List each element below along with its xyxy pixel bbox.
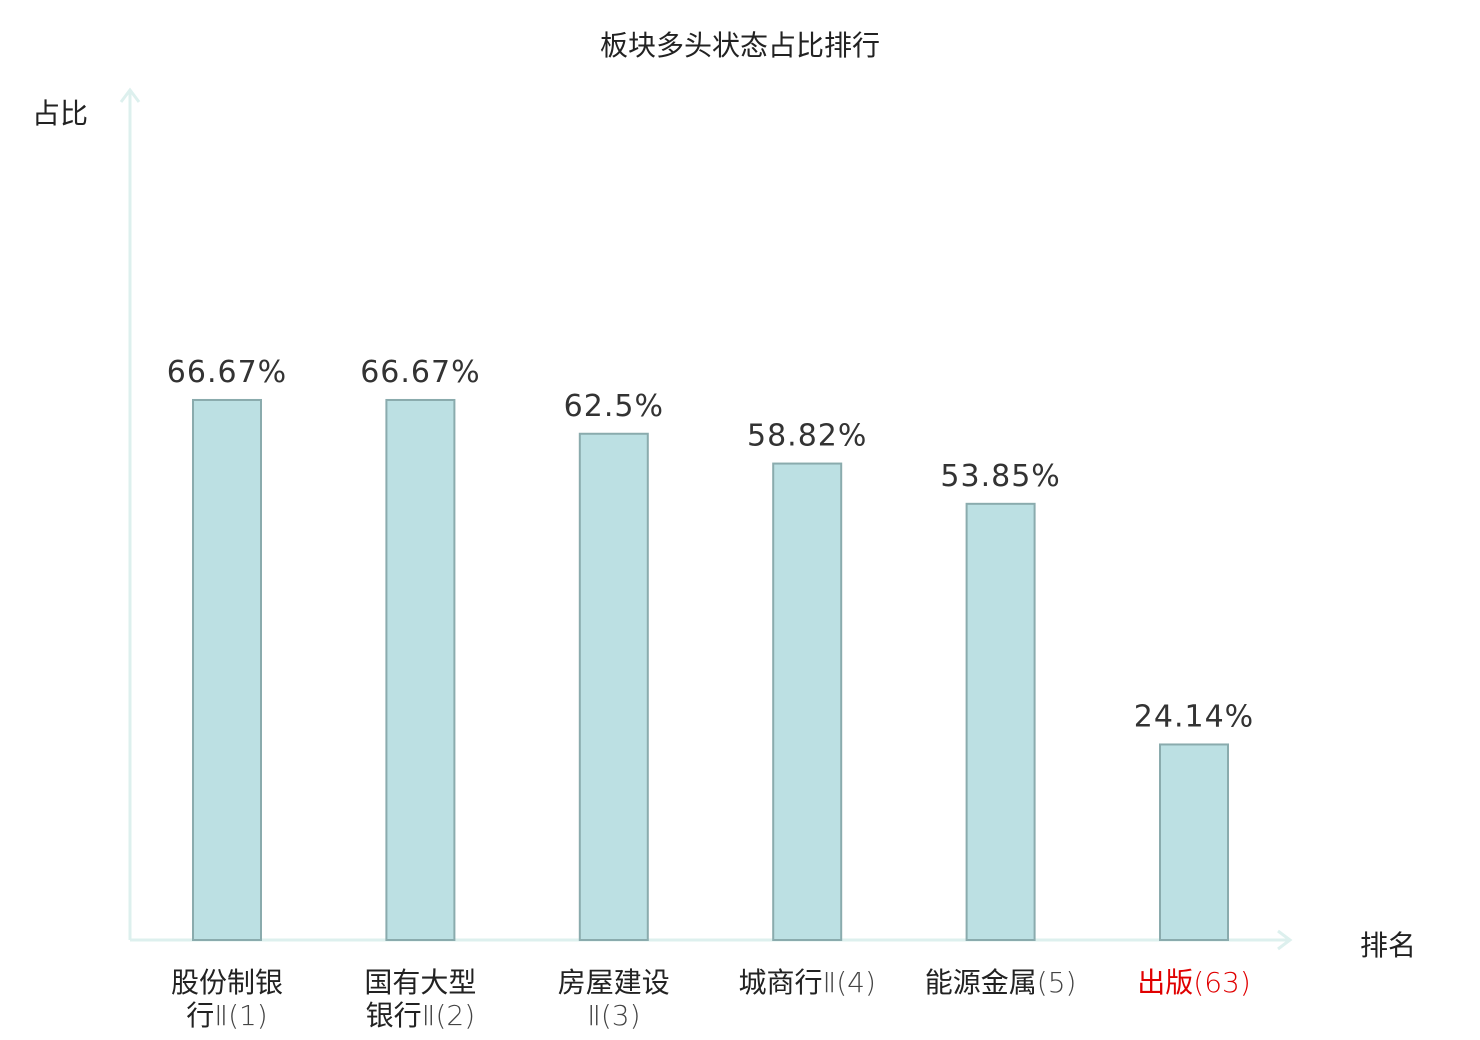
x-tick-label: 股份制银 行Ⅱ(1) xyxy=(132,966,322,1032)
axes xyxy=(119,87,1293,951)
y-axis-arrow-icon xyxy=(119,87,141,103)
data-label: 66.67% xyxy=(360,355,480,390)
bar xyxy=(965,502,1036,941)
x-tick-name: 房屋建设 xyxy=(557,966,670,999)
x-tick-name: 能源金属 xyxy=(924,966,1037,999)
x-tick-label: 国有大型 银行Ⅱ(2) xyxy=(325,966,515,1032)
bar xyxy=(1159,743,1229,941)
x-tick-rank: (5) xyxy=(1036,966,1077,999)
bar xyxy=(192,398,262,941)
x-axis-label: 排名 xyxy=(1360,929,1417,962)
x-tick-label: 房屋建设 Ⅱ(3) xyxy=(519,966,709,1032)
data-label: 58.82% xyxy=(747,419,867,454)
x-tick-label: 出版(63) xyxy=(1099,966,1289,999)
x-tick-name: 股份制银 xyxy=(170,966,283,999)
x-tick-name: 国有大型 xyxy=(364,966,477,999)
bar xyxy=(578,432,649,941)
data-label: 24.14% xyxy=(1134,699,1254,734)
data-label: 62.5% xyxy=(564,389,664,424)
x-axis-arrow-icon xyxy=(1277,929,1293,951)
x-tick-rank: Ⅱ(4) xyxy=(822,966,876,999)
data-label: 53.85% xyxy=(940,459,1060,494)
x-tick-name-line2: 银行 xyxy=(365,999,422,1032)
chart-title: 板块多头状态占比排行 xyxy=(599,29,880,62)
x-tick-rank: Ⅱ(2) xyxy=(421,999,476,1032)
data-label: 66.67% xyxy=(167,355,287,390)
x-tick-name: 出版 xyxy=(1137,966,1194,999)
bars: 66.67% 66.67% 62.5% 58.82% 53.85% 24.14% xyxy=(167,355,1254,941)
bar xyxy=(385,398,456,941)
bar xyxy=(772,462,843,941)
y-axis-label: 占比 xyxy=(32,97,89,130)
x-tick-name-line2: 行 xyxy=(186,999,215,1032)
x-tick-rank: (63) xyxy=(1193,966,1251,999)
x-tick-rank: Ⅱ(1) xyxy=(214,999,268,1032)
x-tick-label: 城商行Ⅱ(4) xyxy=(712,966,902,999)
x-tick-rank: Ⅱ(3) xyxy=(587,999,641,1032)
x-tick-label: 能源金属(5) xyxy=(906,966,1096,999)
x-tick-name: 城商行 xyxy=(738,966,823,999)
